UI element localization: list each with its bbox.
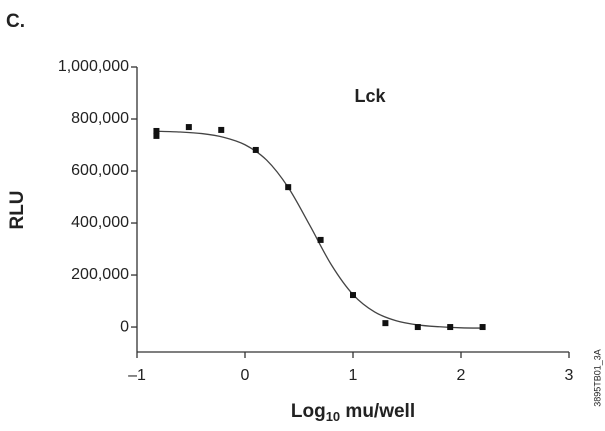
data-point	[285, 184, 292, 191]
x-tick-label: 1	[349, 367, 358, 384]
data-point	[153, 132, 160, 139]
y-tick-label: 600,000	[71, 162, 129, 179]
data-point	[218, 126, 225, 133]
annotation: Lck	[354, 86, 386, 106]
data-point	[447, 324, 454, 331]
y-axis-label: RLU	[7, 190, 28, 229]
data-point	[153, 127, 160, 134]
y-tick-label: 1,000,000	[58, 58, 129, 75]
y-tick-label: 0	[120, 318, 129, 335]
data-point	[382, 320, 389, 327]
data-point	[479, 324, 486, 331]
y-tick-label: 200,000	[71, 266, 129, 283]
figure-code: 3895TB01_3A	[592, 349, 602, 407]
x-tick-label: 3	[565, 367, 574, 384]
data-point	[252, 146, 259, 153]
y-tick-label: 800,000	[71, 110, 129, 127]
fit-curve	[156, 130, 483, 329]
x-axis-label: Log10 mu/well	[291, 401, 415, 424]
data-point	[317, 236, 324, 243]
y-tick-label: 400,000	[71, 214, 129, 231]
x-tick-label: 0	[241, 367, 250, 384]
x-tick-label: 2	[457, 367, 466, 384]
data-point	[350, 292, 356, 299]
x-label-part: Log	[291, 401, 326, 422]
panel-label: C.	[6, 11, 25, 32]
data-point	[414, 324, 421, 331]
x-label-sub: 10	[326, 409, 340, 424]
x-tick-label: –1	[128, 367, 146, 384]
data-point	[185, 124, 192, 131]
x-label-part: mu/well	[340, 401, 415, 422]
